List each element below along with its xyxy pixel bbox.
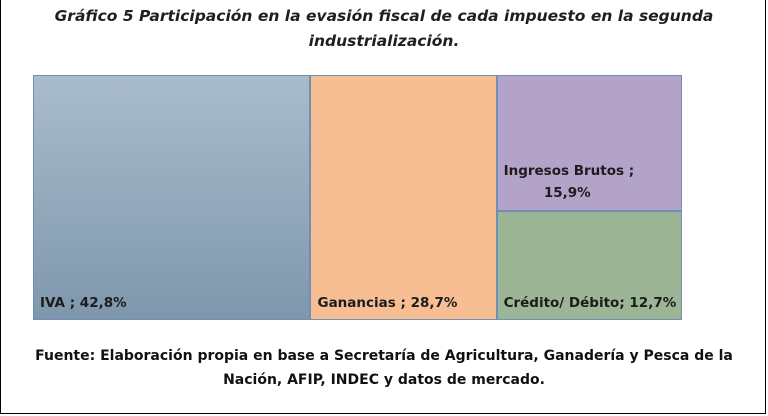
treemap-label-ganancias: Ganancias ; 28,7% [317, 295, 458, 311]
treemap-label-ingresos-brutos: Ingresos Brutos ; 15,9% [502, 160, 681, 204]
source-note: Fuente: Elaboración propia en base a Sec… [35, 348, 733, 388]
chart-title: Gráfico 5 Participación en la evasión fi… [54, 7, 714, 50]
treemap-label-line: 15,9% [543, 185, 591, 202]
treemap-label-iva: IVA ; 42,8% [40, 295, 127, 311]
treemap-label-credito-debito: Crédito/ Débito; 12,7% [503, 294, 677, 311]
treemap-label-line: Ingresos Brutos ; [503, 163, 635, 180]
treemap-cell-iva: IVA ; 42,8% [33, 75, 311, 320]
treemap-cell-credito-debito: Crédito/ Débito; 12,7% [496, 211, 682, 320]
treemap-cell-ganancias: Ganancias ; 28,7% [310, 75, 497, 320]
treemap-cell-ingresos-brutos: Ingresos Brutos ; 15,9% [496, 75, 682, 212]
